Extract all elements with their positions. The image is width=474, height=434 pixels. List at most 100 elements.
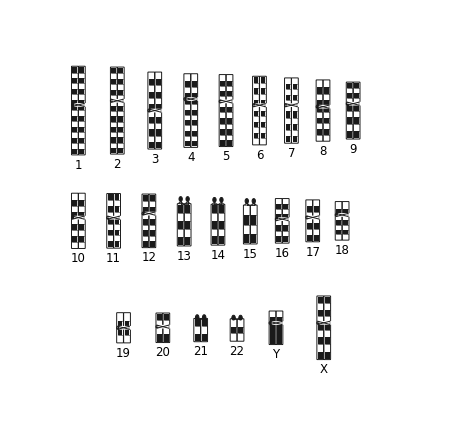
Bar xyxy=(143,230,148,236)
Bar xyxy=(143,241,148,247)
Bar xyxy=(111,95,116,101)
Bar xyxy=(354,104,359,111)
Bar xyxy=(251,215,256,224)
Bar xyxy=(254,94,258,99)
Bar xyxy=(307,229,311,235)
Bar xyxy=(156,73,161,79)
Bar xyxy=(156,98,161,104)
Bar xyxy=(314,224,319,229)
Bar xyxy=(192,125,197,131)
Bar xyxy=(318,303,323,310)
Bar xyxy=(192,141,197,147)
Bar xyxy=(143,225,148,230)
Bar xyxy=(192,87,197,93)
Bar xyxy=(317,100,322,107)
Bar xyxy=(261,83,265,89)
Bar xyxy=(347,88,352,93)
Bar xyxy=(285,84,290,89)
Ellipse shape xyxy=(245,199,248,204)
Bar xyxy=(118,84,123,90)
Bar xyxy=(143,207,148,214)
Bar xyxy=(111,122,116,127)
Bar xyxy=(118,335,122,342)
Bar xyxy=(80,194,84,200)
Bar xyxy=(276,200,281,204)
Bar xyxy=(73,148,77,154)
Bar xyxy=(80,116,84,121)
Bar xyxy=(195,334,200,341)
Bar xyxy=(277,312,282,317)
Text: Y: Y xyxy=(273,349,280,362)
Bar xyxy=(227,76,232,81)
Text: 4: 4 xyxy=(187,151,194,164)
Bar xyxy=(307,212,311,217)
Bar xyxy=(220,102,225,107)
Bar xyxy=(220,76,225,81)
Bar xyxy=(118,122,123,127)
Bar xyxy=(292,112,297,118)
Ellipse shape xyxy=(186,197,189,201)
Bar xyxy=(111,148,116,153)
Bar xyxy=(156,111,161,117)
Bar xyxy=(307,201,311,206)
Bar xyxy=(80,206,84,212)
Bar xyxy=(324,112,329,118)
Bar xyxy=(185,131,190,136)
Bar xyxy=(150,195,155,201)
Text: 3: 3 xyxy=(151,153,158,166)
Bar xyxy=(178,221,183,229)
Bar xyxy=(111,132,116,138)
Bar xyxy=(157,320,162,327)
Bar xyxy=(80,67,84,72)
Ellipse shape xyxy=(213,197,216,202)
Bar xyxy=(261,105,265,111)
Bar xyxy=(156,117,161,123)
Bar xyxy=(150,241,155,247)
FancyBboxPatch shape xyxy=(349,102,362,105)
Bar xyxy=(73,224,77,230)
Bar xyxy=(285,130,290,136)
Bar xyxy=(276,225,281,231)
Text: 10: 10 xyxy=(71,252,86,265)
Bar xyxy=(73,78,77,83)
Bar xyxy=(324,87,329,94)
Bar xyxy=(143,195,148,201)
FancyBboxPatch shape xyxy=(145,212,158,215)
Bar xyxy=(251,224,256,234)
Bar xyxy=(202,334,207,341)
Bar xyxy=(118,127,123,132)
FancyBboxPatch shape xyxy=(113,99,126,102)
Bar xyxy=(150,207,155,214)
Bar xyxy=(292,124,297,130)
Bar xyxy=(254,105,258,111)
Bar xyxy=(80,200,84,206)
Bar xyxy=(80,143,84,148)
Bar xyxy=(108,224,112,230)
Bar xyxy=(73,242,77,247)
Bar xyxy=(185,136,190,141)
Bar xyxy=(283,214,288,219)
Bar xyxy=(118,101,123,106)
Bar xyxy=(111,138,116,143)
Bar xyxy=(80,242,84,247)
Bar xyxy=(73,67,77,72)
Bar xyxy=(245,215,249,224)
Bar xyxy=(317,135,322,140)
Bar xyxy=(111,116,116,122)
Bar xyxy=(156,104,161,111)
Bar xyxy=(149,104,154,111)
Bar xyxy=(73,217,77,224)
Bar xyxy=(185,237,190,245)
Bar xyxy=(347,104,352,111)
Bar xyxy=(108,230,112,235)
Bar xyxy=(318,337,323,344)
Bar xyxy=(111,84,116,90)
Bar xyxy=(276,219,281,225)
Bar xyxy=(317,118,322,124)
Bar xyxy=(150,214,155,219)
Bar xyxy=(125,328,129,335)
Bar xyxy=(324,81,329,87)
Bar xyxy=(192,120,197,125)
Bar xyxy=(73,89,77,94)
Bar xyxy=(192,99,197,104)
